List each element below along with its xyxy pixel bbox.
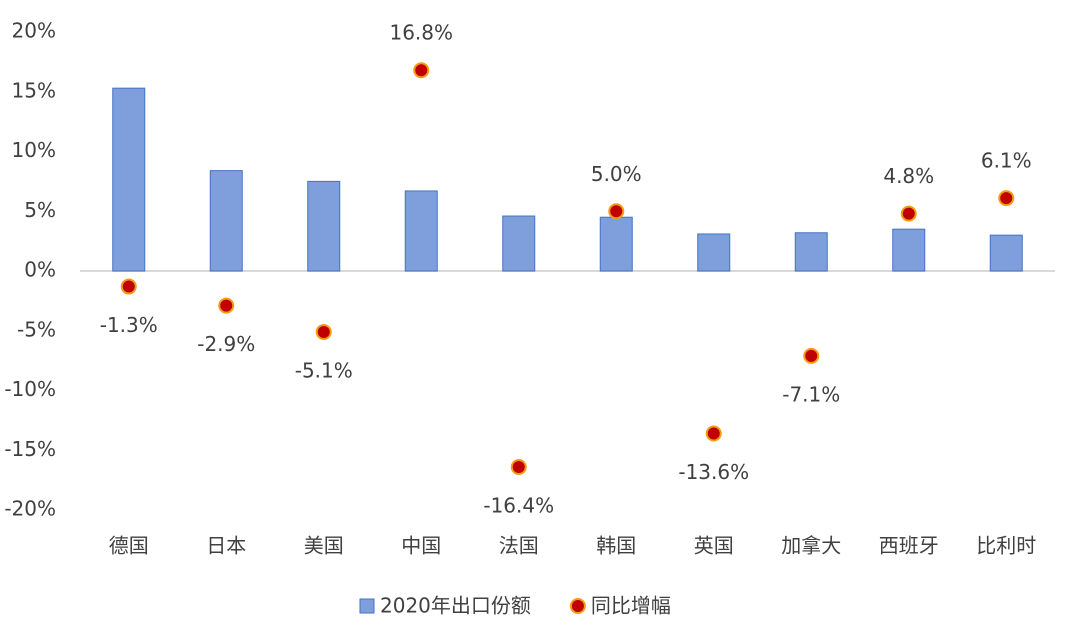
legend-swatch [359, 598, 375, 614]
x-tick-label: 美国 [304, 534, 344, 558]
data-label: 6.1% [981, 149, 1032, 173]
dot [608, 203, 625, 220]
data-label: 5.0% [591, 162, 642, 186]
dot [803, 347, 820, 364]
y-tick-label: 10% [12, 138, 56, 162]
legend-label: 同比增幅 [591, 594, 671, 618]
y-tick-label: 15% [12, 78, 56, 102]
dot [315, 323, 332, 340]
bar [892, 228, 926, 272]
y-tick-label: 20% [12, 19, 56, 43]
y-tick-label: -10% [4, 377, 56, 401]
dot [510, 458, 527, 475]
x-tick-label: 英国 [694, 534, 734, 558]
x-tick-label: 加拿大 [781, 534, 841, 558]
bar [307, 180, 341, 272]
x-tick-label: 西班牙 [879, 534, 939, 558]
bar [112, 87, 146, 272]
data-label: -1.3% [100, 313, 158, 337]
legend-swatch [569, 598, 586, 614]
data-label: 4.8% [883, 164, 934, 188]
dot [218, 297, 235, 314]
bar [794, 232, 828, 272]
dot [120, 278, 137, 295]
y-tick-label: -5% [17, 317, 56, 341]
dot [413, 62, 430, 79]
bar [989, 234, 1023, 272]
dot [900, 205, 917, 222]
y-tick-label: -20% [4, 497, 56, 521]
x-tick-label: 德国 [109, 534, 149, 558]
bar [599, 216, 633, 272]
dot [998, 190, 1015, 207]
dot [705, 425, 722, 442]
data-label: -2.9% [197, 332, 255, 356]
data-label: -16.4% [483, 493, 554, 517]
y-tick-label: -15% [4, 437, 56, 461]
x-tick-label: 比利时 [976, 534, 1036, 558]
data-label: -5.1% [295, 358, 353, 382]
x-tick-label: 日本 [206, 534, 246, 558]
bar [697, 233, 731, 272]
bar [404, 190, 438, 272]
data-label: 16.8% [389, 21, 453, 45]
x-tick-label: 韩国 [596, 534, 636, 558]
bar [502, 215, 536, 272]
data-label: -13.6% [678, 460, 749, 484]
bar [209, 170, 243, 272]
data-label: -7.1% [782, 382, 840, 406]
y-tick-label: 5% [24, 198, 56, 222]
x-tick-label: 中国 [401, 534, 441, 558]
y-tick-label: 0% [24, 258, 56, 282]
x-tick-label: 法国 [499, 534, 539, 558]
legend-label: 2020年出口份额 [380, 594, 531, 618]
